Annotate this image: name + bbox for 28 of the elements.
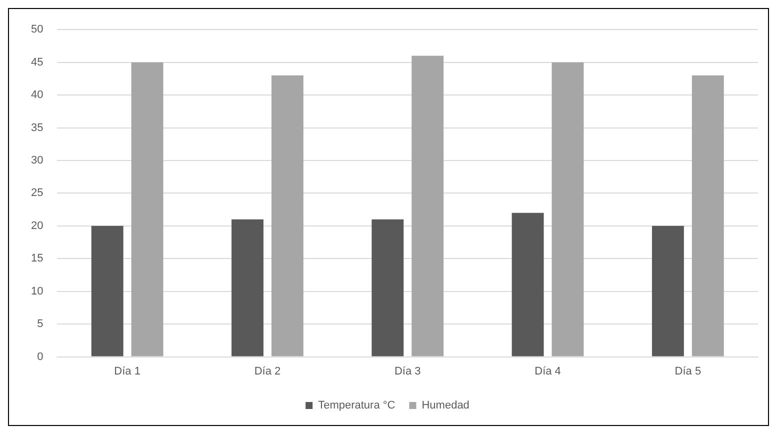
legend-label: Temperatura °C — [318, 400, 396, 412]
bar — [91, 226, 124, 356]
y-tick-label: 10 — [30, 285, 44, 298]
x-tick-label: Día 5 — [674, 365, 702, 378]
legend-label: Humedad — [422, 400, 470, 412]
x-tick-label: Día 1 — [114, 365, 140, 378]
y-tick-label: 25 — [30, 187, 44, 200]
x-tick-label: Día 3 — [394, 365, 421, 378]
bar — [271, 75, 304, 356]
x-tick-label: Día 4 — [534, 365, 561, 378]
y-tick-label: 35 — [30, 122, 44, 134]
bar — [131, 62, 164, 356]
bar — [512, 212, 544, 356]
bar — [552, 62, 584, 356]
y-tick-label: 45 — [30, 56, 44, 68]
x-tick-label: Día 2 — [254, 365, 281, 378]
y-tick-label: 30 — [30, 154, 44, 167]
bar — [652, 226, 684, 356]
y-tick-label: 20 — [30, 220, 44, 232]
bar — [372, 219, 404, 356]
bar — [692, 75, 724, 356]
y-tick-label: 40 — [30, 89, 44, 102]
y-tick-label: 0 — [37, 350, 44, 363]
y-tick-label: 15 — [30, 252, 44, 265]
y-tick-label: 5 — [37, 318, 44, 330]
y-tick-label: 50 — [30, 24, 44, 36]
bar — [412, 56, 444, 356]
bar — [232, 219, 264, 356]
